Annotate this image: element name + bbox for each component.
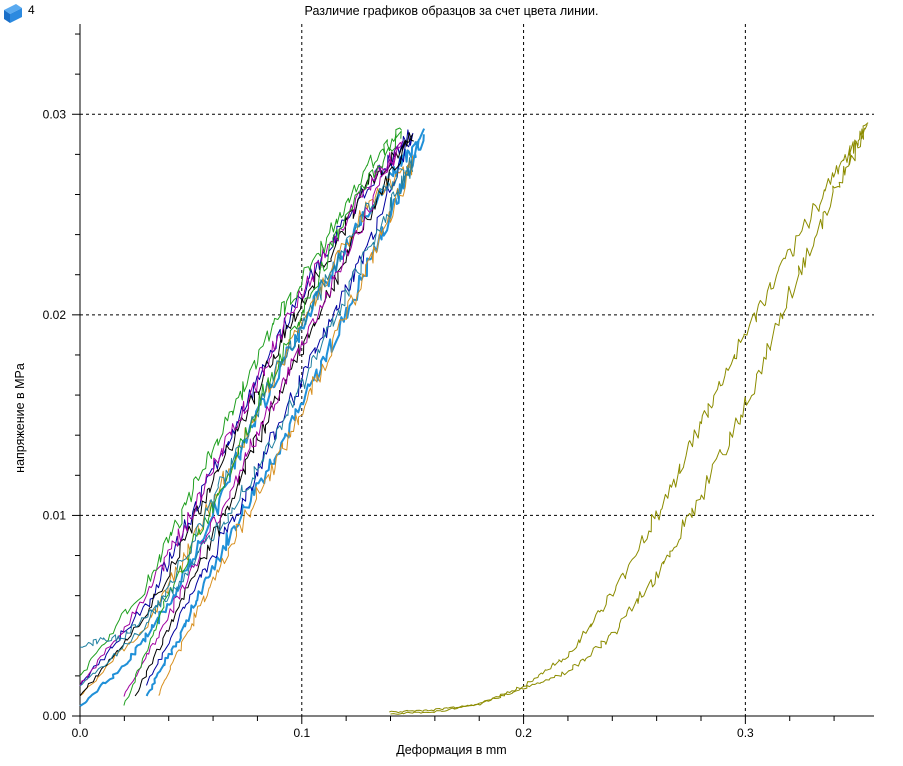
series-7-unloading-line — [79, 157, 414, 687]
chart-title: Различие графиков образцов за счет цвета… — [304, 4, 599, 18]
y-tick-label: 0.03 — [43, 107, 67, 121]
x-tick-label: 0.0 — [72, 726, 89, 740]
y-tick-label: 0.02 — [43, 308, 67, 322]
series-2-unloading-line — [79, 155, 414, 697]
series-3-loading-line — [146, 133, 414, 686]
y-tick-label: 0.01 — [43, 508, 67, 522]
series-8-unloading-line — [390, 122, 869, 715]
x-tick-label: 0.2 — [515, 726, 532, 740]
series-7-loading-line — [79, 158, 414, 648]
sample-count-badge: 4 — [2, 2, 35, 24]
series-4-loading-line — [134, 134, 414, 697]
series-4-unloading-line — [79, 132, 414, 697]
series-2-loading-line — [158, 164, 414, 696]
series-5-loading-line — [123, 142, 403, 697]
x-axis-label: Деформация в mm — [396, 743, 507, 757]
series-5-unloading-line — [79, 140, 403, 687]
series-8-loading-line — [389, 124, 868, 714]
series-6-loading-line — [123, 127, 402, 706]
blue-cube-icon — [4, 4, 22, 23]
x-tick-label: 0.1 — [293, 726, 310, 740]
y-tick-label: 0.00 — [43, 709, 67, 723]
badge-count: 4 — [28, 3, 35, 17]
x-tick-label: 0.3 — [737, 726, 754, 740]
series-6-unloading-line — [79, 130, 402, 677]
